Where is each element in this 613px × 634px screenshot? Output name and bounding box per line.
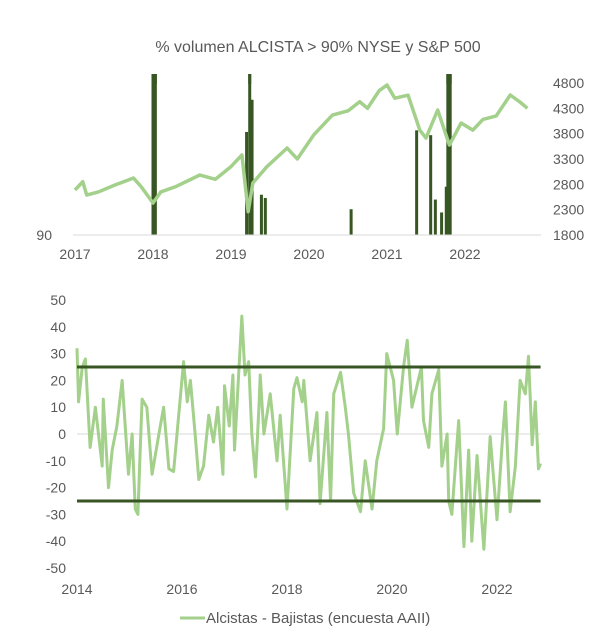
top-chart: 2017 2018 2019 2020 2021 2022 4800 4300 3800 3300… bbox=[36, 74, 584, 262]
right-y-tick-label: 4300 bbox=[553, 100, 584, 116]
y-tick-label: -40 bbox=[46, 533, 66, 549]
bar-top bbox=[446, 74, 450, 84]
y-tick-label: 0 bbox=[58, 426, 66, 442]
y-tick-label: 50 bbox=[50, 292, 66, 308]
bar bbox=[263, 197, 267, 235]
x-tick-label: 2019 bbox=[215, 246, 246, 262]
x-tick-label: 2021 bbox=[371, 246, 402, 262]
y-tick-label: 40 bbox=[50, 319, 66, 335]
bar bbox=[440, 212, 444, 235]
bar bbox=[448, 74, 452, 235]
x-tick-label: 2020 bbox=[376, 581, 407, 597]
x-tick-label: 2017 bbox=[59, 246, 90, 262]
bar bbox=[444, 186, 448, 235]
x-tick-label: 2022 bbox=[449, 246, 480, 262]
bar bbox=[349, 209, 353, 235]
x-tick-label: 2020 bbox=[293, 246, 324, 262]
sp500-line bbox=[73, 83, 529, 214]
x-tick-label: 2022 bbox=[481, 581, 512, 597]
left-y-tick-label: 90 bbox=[36, 227, 52, 243]
bar-top bbox=[151, 74, 155, 84]
bar bbox=[433, 199, 437, 235]
bar bbox=[429, 135, 433, 235]
bar-top bbox=[448, 74, 452, 84]
bar bbox=[248, 74, 252, 235]
bar-top bbox=[248, 74, 252, 84]
legend-label: Alcistas - Bajistas (encuesta AAII) bbox=[206, 610, 430, 627]
y-tick-label: 30 bbox=[50, 346, 66, 362]
right-y-tick-label: 1800 bbox=[553, 227, 584, 243]
x-tick-label: 2018 bbox=[137, 246, 168, 262]
legend: Alcistas - Bajistas (encuesta AAII) bbox=[180, 610, 430, 627]
chart-title: % volumen ALCISTA > 90% NYSE y S&P 500 bbox=[155, 39, 480, 56]
bar-top bbox=[153, 74, 157, 84]
y-tick-label: 20 bbox=[50, 372, 66, 388]
right-y-tick-label: 2300 bbox=[553, 202, 584, 218]
bar bbox=[153, 74, 157, 235]
right-y-tick-label: 3800 bbox=[553, 126, 584, 142]
bottom-chart: 50 40 30 20 10 0 -10 -20 -30 -40 -50 2014 2016 2018 20… bbox=[46, 292, 542, 597]
aaii-spread-line bbox=[75, 314, 542, 551]
bar bbox=[259, 194, 263, 235]
y-tick-label: 10 bbox=[50, 399, 66, 415]
bar bbox=[250, 99, 254, 235]
y-tick-label: -30 bbox=[46, 506, 66, 522]
bar bbox=[151, 74, 155, 235]
x-tick-label: 2018 bbox=[271, 581, 302, 597]
right-y-tick-label: 2800 bbox=[553, 176, 584, 192]
y-tick-label: -50 bbox=[46, 560, 66, 576]
x-tick-label: 2016 bbox=[166, 581, 197, 597]
y-tick-label: -10 bbox=[46, 453, 66, 469]
x-tick-label: 2014 bbox=[61, 581, 92, 597]
right-y-tick-label: 4800 bbox=[553, 75, 584, 91]
y-tick-label: -20 bbox=[46, 480, 66, 496]
bar bbox=[415, 130, 419, 235]
bar bbox=[446, 74, 450, 235]
right-y-tick-label: 3300 bbox=[553, 151, 584, 167]
